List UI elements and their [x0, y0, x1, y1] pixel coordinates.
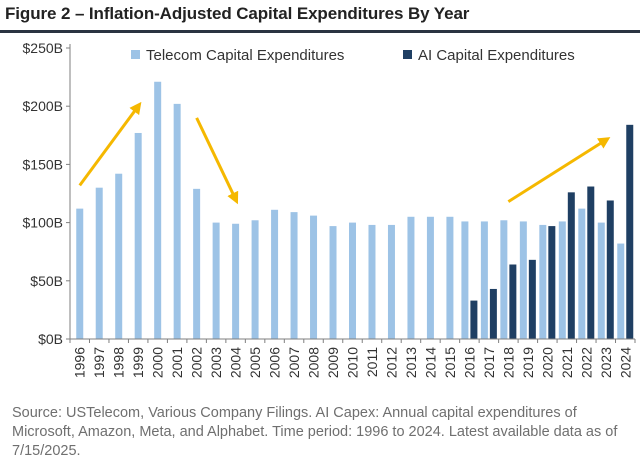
bar-telecom-2005 — [251, 220, 259, 339]
bar-telecom-1996 — [76, 208, 84, 339]
source-note: Source: USTelecom, Various Company Filin… — [12, 405, 618, 459]
figure-title: Figure 2 – Inflation-Adjusted Capital Ex… — [5, 4, 470, 23]
bar-telecom-2018 — [500, 220, 508, 339]
bar-telecom-2014 — [426, 216, 434, 339]
x-tick-label: 2003 — [208, 347, 224, 378]
x-tick-label: 2009 — [325, 347, 341, 378]
bar-ai-2016 — [470, 300, 478, 339]
chart-legend: Telecom Capital Expenditures AI Capital … — [131, 47, 575, 64]
bar-telecom-2022 — [578, 208, 586, 339]
bar-telecom-2013 — [407, 216, 415, 339]
x-tick-label: 2017 — [481, 347, 497, 378]
bar-telecom-2017 — [480, 221, 488, 339]
x-tick-label: 2000 — [150, 347, 166, 378]
legend-label-ai: AI Capital Expenditures — [418, 47, 575, 64]
x-tick-label: 2010 — [345, 347, 361, 378]
x-tick-label: 2016 — [461, 347, 477, 378]
x-tick-label: 2008 — [306, 347, 322, 378]
bar-telecom-2003 — [212, 222, 220, 339]
x-tick-label: 2018 — [500, 347, 516, 378]
legend-label-telecom: Telecom Capital Expenditures — [146, 47, 344, 64]
x-tick-label: 2011 — [364, 347, 380, 377]
bar-ai-2022 — [587, 186, 595, 339]
x-tick-label: 2014 — [422, 347, 438, 378]
bar-telecom-2009 — [329, 226, 337, 339]
x-tick-label: 2004 — [228, 347, 244, 378]
bar-telecom-2004 — [232, 223, 240, 339]
trend-arrow-3 — [507, 137, 611, 203]
bar-ai-2019 — [528, 259, 536, 339]
bar-ai-2024 — [626, 124, 634, 339]
chart-axes: $0B $50B $100B $150B $200B $250B 1996 1997 1998 1… — [23, 40, 636, 378]
x-tick-label: 2020 — [539, 347, 555, 378]
legend-swatch-ai — [403, 50, 412, 59]
capex-bar-chart: Telecom Capital Expenditures AI Capital … — [23, 40, 636, 378]
legend-swatch-telecom — [131, 50, 140, 59]
bar-telecom-2001 — [173, 103, 181, 339]
y-tick-label: $100B — [23, 215, 63, 231]
bar-ai-2021 — [567, 192, 575, 339]
x-tick-label: 1996 — [72, 347, 88, 378]
x-tick-label: 2002 — [189, 347, 205, 378]
bar-telecom-2010 — [349, 222, 356, 339]
bar-telecom-2012 — [387, 224, 395, 339]
bar-telecom-1999 — [134, 132, 142, 339]
bar-telecom-2011 — [368, 224, 376, 339]
bar-ai-2020 — [548, 226, 556, 339]
x-tick-label: 2005 — [247, 347, 263, 378]
telecom-bars — [76, 81, 625, 340]
x-tick-label: 2021 — [559, 347, 575, 378]
bar-telecom-2006 — [271, 209, 279, 339]
x-tick-label: 1999 — [130, 347, 146, 378]
y-tick-label: $200B — [23, 98, 63, 114]
trend-arrows — [78, 101, 611, 205]
x-tick-label: 1997 — [91, 347, 107, 378]
bar-telecom-2020 — [539, 224, 547, 339]
title-rule — [0, 30, 640, 33]
y-tick-label: $150B — [23, 156, 63, 172]
x-tick-label: 2024 — [617, 347, 633, 378]
ai-bars — [470, 124, 634, 339]
x-tick-label: 2001 — [169, 347, 185, 378]
y-tick-label: $0B — [38, 331, 63, 347]
bar-telecom-1998 — [115, 173, 123, 339]
x-tick-label: 2019 — [520, 347, 536, 378]
bar-telecom-2023 — [597, 222, 605, 339]
bar-telecom-2015 — [446, 216, 454, 339]
bar-telecom-2019 — [519, 221, 527, 339]
y-tick-label: $250B — [23, 40, 63, 56]
bar-ai-2018 — [509, 264, 517, 339]
x-tick-label: 2012 — [383, 347, 399, 378]
bar-telecom-2016 — [461, 221, 469, 339]
x-tick-label: 2007 — [286, 347, 302, 378]
x-tick-label: 1998 — [111, 347, 127, 378]
x-tick-label: 2023 — [598, 347, 614, 378]
x-tick-label: 2006 — [267, 347, 283, 378]
bar-telecom-2021 — [558, 221, 566, 339]
bar-ai-2017 — [489, 288, 497, 339]
trend-arrow-1 — [78, 101, 142, 187]
x-tick-label: 2022 — [578, 347, 594, 378]
bar-telecom-2002 — [193, 188, 201, 339]
bar-telecom-2000 — [154, 81, 162, 340]
bar-telecom-1997 — [95, 187, 103, 339]
y-tick-label: $50B — [30, 273, 63, 289]
x-tick-label: 2013 — [403, 347, 419, 378]
bar-telecom-2024 — [617, 243, 625, 339]
x-tick-label: 2015 — [442, 347, 458, 378]
bar-telecom-2008 — [310, 215, 318, 339]
bar-telecom-2007 — [290, 212, 298, 339]
bar-ai-2023 — [606, 200, 614, 339]
trend-arrow-2 — [195, 117, 239, 205]
